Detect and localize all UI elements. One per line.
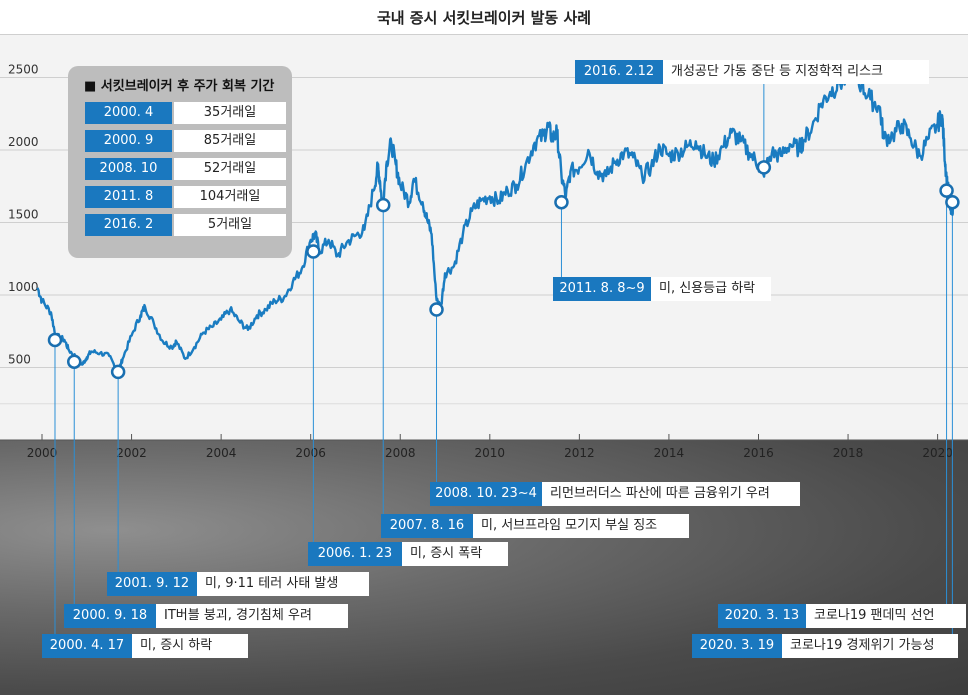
event-leader-lines (54, 72, 953, 646)
y-axis-ticks: 500 1000 1500 2000 2500 (8, 63, 39, 367)
event-date: 2001. 9. 12 (107, 572, 197, 596)
event-date: 2016. 2.12 (575, 60, 663, 84)
event-desc: 미, 9·11 테러 사태 발생 (197, 572, 369, 596)
event-markers (47, 160, 960, 380)
x-tick-label: 2008 (385, 446, 416, 460)
event-date: 2000. 4. 17 (42, 634, 132, 658)
x-tick-label: 2020 (922, 446, 953, 460)
event-desc: 미, 신용등급 하락 (651, 277, 771, 301)
title-bar: 국내 증시 서킷브레이커 발동 사례 (0, 0, 968, 35)
recovery-row: 2000. 4 35거래일 (85, 102, 286, 124)
event-marker (756, 160, 772, 175)
event-marker (66, 354, 82, 369)
event-date: 2020. 3. 13 (718, 604, 806, 628)
recovery-days: 35거래일 (174, 102, 286, 124)
event-marker (939, 183, 954, 198)
event-date: 2008. 10. 23~4 (430, 482, 542, 506)
page-title: 국내 증시 서킷브레이커 발동 사례 (376, 9, 592, 27)
x-tick-label: 2012 (564, 446, 595, 460)
recovery-row: 2011. 8 104거래일 (85, 186, 286, 208)
event-desc: 코로나19 경제위기 가능성 (782, 634, 958, 658)
y-tick-label: 500 (8, 353, 31, 367)
recovery-days: 85거래일 (174, 130, 286, 152)
event-marker (429, 302, 444, 317)
event-desc: 미, 증시 하락 (132, 634, 248, 658)
event-marker (554, 194, 569, 210)
event-desc: 코로나19 팬데믹 선언 (806, 604, 966, 628)
recovery-date: 2000. 4 (85, 102, 172, 124)
event-date: 2000. 9. 18 (64, 604, 156, 628)
event-marker (945, 194, 960, 210)
recovery-table-title: ■ 서킷브레이커 후 주가 회복 기간 (84, 79, 275, 94)
recovery-days: 104거래일 (174, 186, 286, 208)
recovery-days: 5거래일 (174, 214, 286, 236)
event-marker (47, 332, 63, 348)
recovery-date: 2000. 9 (85, 130, 172, 152)
x-tick-label: 2006 (295, 446, 326, 460)
event-date: 2006. 1. 23 (308, 542, 402, 566)
recovery-date: 2008. 10 (85, 158, 172, 180)
recovery-date: 2016. 2 (85, 214, 172, 236)
x-tick-label: 2016 (743, 446, 774, 460)
recovery-days: 52거래일 (174, 158, 286, 180)
series-line (36, 60, 955, 374)
x-tick-label: 2018 (833, 446, 864, 460)
y-tick-label: 2500 (8, 63, 39, 77)
event-date: 2020. 3. 19 (692, 634, 782, 658)
x-tick-label: 2000 (27, 446, 58, 460)
x-tick-label: 2004 (206, 446, 237, 460)
y-tick-label: 2000 (8, 135, 39, 149)
event-marker (110, 364, 126, 380)
x-tick-label: 2010 (475, 446, 506, 460)
y-tick-label: 1000 (8, 280, 39, 294)
x-axis-ticks: 2000 2002 2004 2006 2008 2010 2012 2014 2016 2018… (0, 434, 968, 460)
y-tick-label: 1500 (8, 208, 39, 222)
event-marker (375, 197, 391, 213)
event-date: 2007. 8. 16 (381, 514, 473, 538)
event-desc: IT버블 붕괴, 경기침체 우려 (156, 604, 348, 628)
event-desc: 개성공단 가동 중단 등 지정학적 리스크 (663, 60, 929, 84)
event-date: 2011. 8. 8~9 (553, 277, 651, 301)
event-marker (306, 244, 321, 259)
x-tick-label: 2002 (116, 446, 147, 460)
recovery-row: 2000. 9 85거래일 (85, 130, 286, 152)
recovery-row: 2008. 10 52거래일 (85, 158, 286, 180)
recovery-row: 2016. 2 5거래일 (85, 214, 286, 236)
recovery-table: ■ 서킷브레이커 후 주가 회복 기간 2000. 4 35거래일 2000. … (68, 66, 292, 258)
recovery-date: 2011. 8 (85, 186, 172, 208)
event-desc: 미, 증시 폭락 (402, 542, 508, 566)
event-desc: 미, 서브프라임 모기지 부실 징조 (473, 514, 689, 538)
x-tick-label: 2014 (654, 446, 685, 460)
event-desc: 리먼브러더스 파산에 따른 금융위기 우려 (542, 482, 800, 506)
